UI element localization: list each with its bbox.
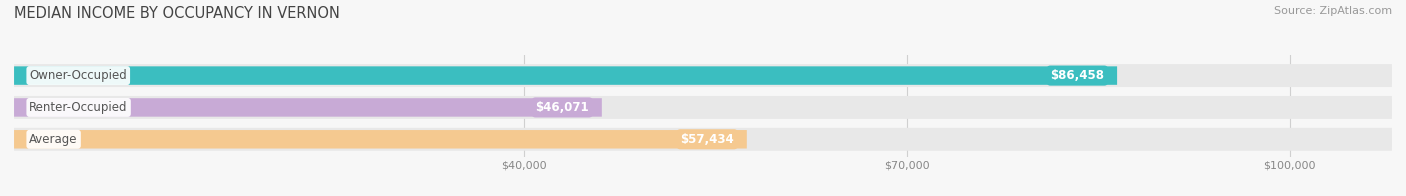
FancyBboxPatch shape [14,98,602,117]
FancyBboxPatch shape [14,128,1392,151]
Text: $46,071: $46,071 [536,101,589,114]
Text: $57,434: $57,434 [681,133,734,146]
Text: MEDIAN INCOME BY OCCUPANCY IN VERNON: MEDIAN INCOME BY OCCUPANCY IN VERNON [14,6,340,21]
FancyBboxPatch shape [14,64,1392,87]
Text: Source: ZipAtlas.com: Source: ZipAtlas.com [1274,6,1392,16]
Text: Renter-Occupied: Renter-Occupied [30,101,128,114]
Text: Owner-Occupied: Owner-Occupied [30,69,127,82]
Text: Average: Average [30,133,77,146]
FancyBboxPatch shape [14,66,1118,85]
FancyBboxPatch shape [14,130,747,149]
Text: $86,458: $86,458 [1050,69,1104,82]
FancyBboxPatch shape [14,96,1392,119]
